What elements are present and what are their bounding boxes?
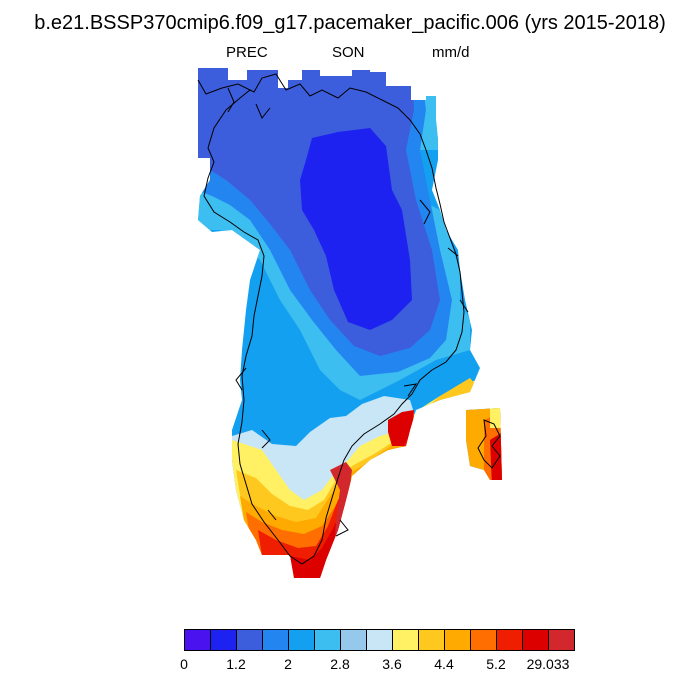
colorbar-swatch <box>548 629 575 651</box>
colorbar-swatch <box>392 629 419 651</box>
colorbar-swatch <box>340 629 367 651</box>
colorbar-tick-label: 29.033 <box>526 656 570 672</box>
plot-title: b.e21.BSSP370cmip6.f09_g17.pacemaker_pac… <box>34 12 666 34</box>
colorbar-tick-label: 2 <box>284 656 292 672</box>
colorbar-tick-label: 5.2 <box>486 656 506 672</box>
colorbar-swatch <box>366 629 393 651</box>
colorbar-swatch <box>184 629 211 651</box>
colorbar-swatch <box>496 629 523 651</box>
coastline-fjord-detail <box>227 87 469 537</box>
colorbar-swatch <box>314 629 341 651</box>
colorbar-swatch <box>210 629 237 651</box>
season-label: SON <box>332 44 365 61</box>
colorbar-tick-label: 4.4 <box>434 656 454 672</box>
colorbar-swatch <box>288 629 315 651</box>
island-coastline <box>477 419 501 469</box>
colorbar-tick-label: 2.8 <box>330 656 350 672</box>
variable-label: PREC <box>226 44 268 61</box>
colorbar-tick-label: 1.2 <box>226 656 246 672</box>
colorbar-swatch <box>236 629 263 651</box>
colorbar-tick-label: 3.6 <box>382 656 402 672</box>
units-label: mm/d <box>432 44 470 61</box>
colorbar-tick-label: 0 <box>180 656 188 672</box>
coastline <box>197 73 465 565</box>
colorbar-swatch <box>444 629 471 651</box>
colorbar-swatch <box>522 629 549 651</box>
colorbar-swatch <box>262 629 289 651</box>
colorbar-swatch <box>470 629 497 651</box>
precip-field <box>198 68 502 578</box>
colorbar-swatch <box>418 629 445 651</box>
